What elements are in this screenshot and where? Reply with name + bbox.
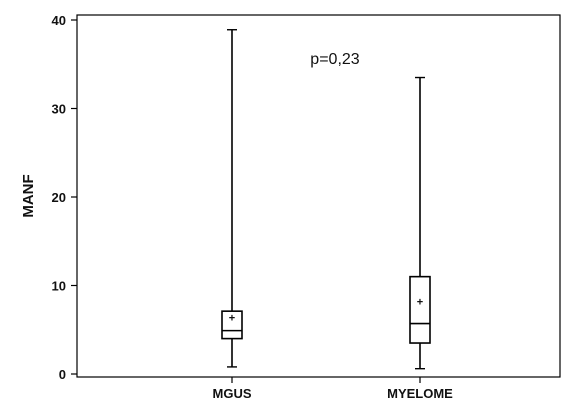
y-tick-label: 10 bbox=[52, 279, 66, 294]
y-tick-label: 30 bbox=[52, 102, 66, 117]
y-tick-label: 20 bbox=[52, 190, 66, 205]
box-group: + bbox=[221, 29, 243, 368]
y-axis-label: MANF bbox=[20, 174, 37, 217]
boxes-layer: ++ bbox=[221, 29, 431, 370]
iqr-box bbox=[221, 310, 243, 340]
iqr-box bbox=[409, 275, 431, 344]
plot-frame bbox=[76, 14, 561, 378]
mean-marker: + bbox=[417, 296, 423, 308]
x-tick-label: MGUS bbox=[213, 386, 252, 401]
box-group: + bbox=[409, 76, 431, 370]
y-tick-label: 40 bbox=[52, 13, 66, 28]
x-axis: MGUS MYELOME bbox=[213, 377, 453, 401]
y-axis: 0 10 20 30 40 bbox=[52, 13, 77, 382]
p-value-annotation: p=0,23 bbox=[310, 51, 359, 68]
mean-marker: + bbox=[229, 312, 235, 324]
y-tick-label: 0 bbox=[59, 367, 66, 382]
x-tick-label: MYELOME bbox=[387, 386, 453, 401]
